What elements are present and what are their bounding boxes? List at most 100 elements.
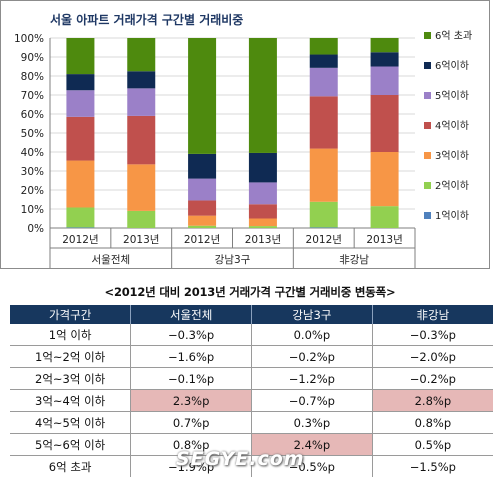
header-non-gangnam: 非강남 [371,305,493,324]
y-tick-label: 100% [14,33,44,45]
watermark: SEGYE.com [176,448,305,470]
bar-segment [309,38,338,55]
legend-label: 6억이하 [435,59,469,72]
row-label: 1억~2억 이하 [10,345,131,368]
bar-segment [188,178,217,201]
cell-non-gangnam: −1.5%p [371,455,493,477]
header-gangnam3: 강남3구 [251,305,373,324]
x-tick-label: 2013년 [123,234,159,246]
cell-non-gangnam: 2.8%p [371,389,493,412]
bar-segment [66,90,95,117]
group-label: 강남3구 [215,254,251,266]
row-label: 5억~6억 이하 [10,433,131,456]
change-table: 가격구간 서울전체 강남3구 非강남 1억 이하 −0.3%p 0.0%p −0… [10,305,493,477]
legend-label: 3억이하 [435,149,469,162]
legend-swatch [424,62,431,69]
table-title: <2012년 대비 2013년 거래가격 구간별 거래비중 변동폭> [104,285,396,299]
cell-non-gangnam: −2.0%p [371,345,493,368]
group-label: 서울전체 [92,254,131,266]
bar-segment [188,38,217,154]
y-tick-label: 80% [21,71,44,83]
bar-segment [309,67,338,97]
table-row: 5억~6억 이하 0.8%p 2.4%p 0.5%p [10,433,493,456]
chart-title: 서울 아파트 거래가격 구간별 거래비중 [50,12,243,27]
row-label: 1억 이하 [10,324,131,346]
bar-segment [248,204,277,219]
bar-segment [188,225,217,228]
legend-label: 2억이하 [435,179,469,192]
bar-segment [370,95,399,152]
y-tick-label: 40% [21,147,44,159]
bar-segment [66,38,95,75]
table-row: 1억 이하 −0.3%p 0.0%p −0.3%p [10,324,493,346]
cell-non-gangnam: −0.2%p [371,367,493,390]
group-label: 非강남 [339,254,369,266]
table-row: 2억~3억 이하 −0.1%p −1.2%p −0.2%p [10,367,493,390]
cell-gangnam3: −0.5%p [251,455,373,477]
cell-gangnam3: 0.3%p [251,411,373,434]
bar-segment [248,182,277,205]
x-tick-label: 2012년 [62,234,98,246]
stacked-bar-chart: 서울 아파트 거래가격 구간별 거래비중 0% 10% 20% 30% 40% 50% 60… [0,0,490,269]
legend-swatch [424,122,431,129]
bar-segment [127,88,156,116]
bar-segment [127,38,156,72]
cell-seoul-total: −1.6%p [130,345,252,368]
cell-seoul-total: −1.9%p [130,455,252,477]
cell-gangnam3: −0.7%p [251,389,373,412]
bar-segment [127,164,156,211]
y-tick-label: 50% [21,128,44,140]
bar-segment [127,210,156,228]
bar-segment [248,226,277,228]
legend-label: 5억이하 [435,89,469,102]
cell-gangnam3: −0.2%p [251,345,373,368]
cell-seoul-total: 2.3%p [130,389,252,412]
legend-swatch [424,152,431,159]
cell-gangnam3: −1.2%p [251,367,373,390]
cell-seoul-total: 0.7%p [130,411,252,434]
header-price-range: 가격구간 [10,305,131,324]
bar-segment [188,215,217,226]
bar-segment [309,148,338,202]
bar-segment [66,74,95,91]
bar-segment [66,160,95,208]
cell-non-gangnam: 0.8%p [371,411,493,434]
table-row: 1억~2억 이하 −1.6%p −0.2%p −2.0%p [10,345,493,368]
legend-swatch [424,32,431,39]
bar-segment [370,66,399,95]
table-row: 6억 초과 −1.9%p −0.5%p −1.5%p [10,455,493,477]
legend-label: 1억이하 [435,209,469,222]
bar-segment [188,153,217,179]
bar-segment [248,38,277,153]
bar-segment [309,227,338,228]
bar-segment [66,116,95,161]
table-row: 4억~5억 이하 0.7%p 0.3%p 0.8%p [10,411,493,434]
bar-segment [248,218,277,227]
legend-swatch [424,212,431,219]
bar-segment [127,115,156,165]
row-label: 4억~5억 이하 [10,411,131,434]
row-label: 2억~3억 이하 [10,367,131,390]
bar-segment [309,201,338,228]
y-tick-label: 60% [21,109,44,121]
x-tick-label: 2012년 [184,234,220,246]
legend-label: 6억 초과 [435,30,472,42]
cell-seoul-total: −0.3%p [130,324,252,346]
x-tick-label: 2012년 [306,234,342,246]
table-header-row: 가격구간 서울전체 강남3구 非강남 [10,305,493,324]
y-tick-label: 90% [21,52,44,64]
y-tick-label: 20% [21,185,44,197]
header-seoul-total: 서울전체 [130,305,252,324]
cell-seoul-total: 0.8%p [130,433,252,456]
y-tick-label: 30% [21,166,44,178]
y-tick-label: 10% [21,204,44,216]
bar-segment [309,96,338,149]
bar-segment [66,207,95,228]
bar-segment [370,52,399,67]
cell-non-gangnam: −0.3%p [371,324,493,346]
bar-segment [66,227,95,228]
y-tick-label: 0% [27,223,44,235]
bar-segment [370,38,399,53]
row-label: 3억~4억 이하 [10,389,131,412]
bar-segment [309,54,338,68]
